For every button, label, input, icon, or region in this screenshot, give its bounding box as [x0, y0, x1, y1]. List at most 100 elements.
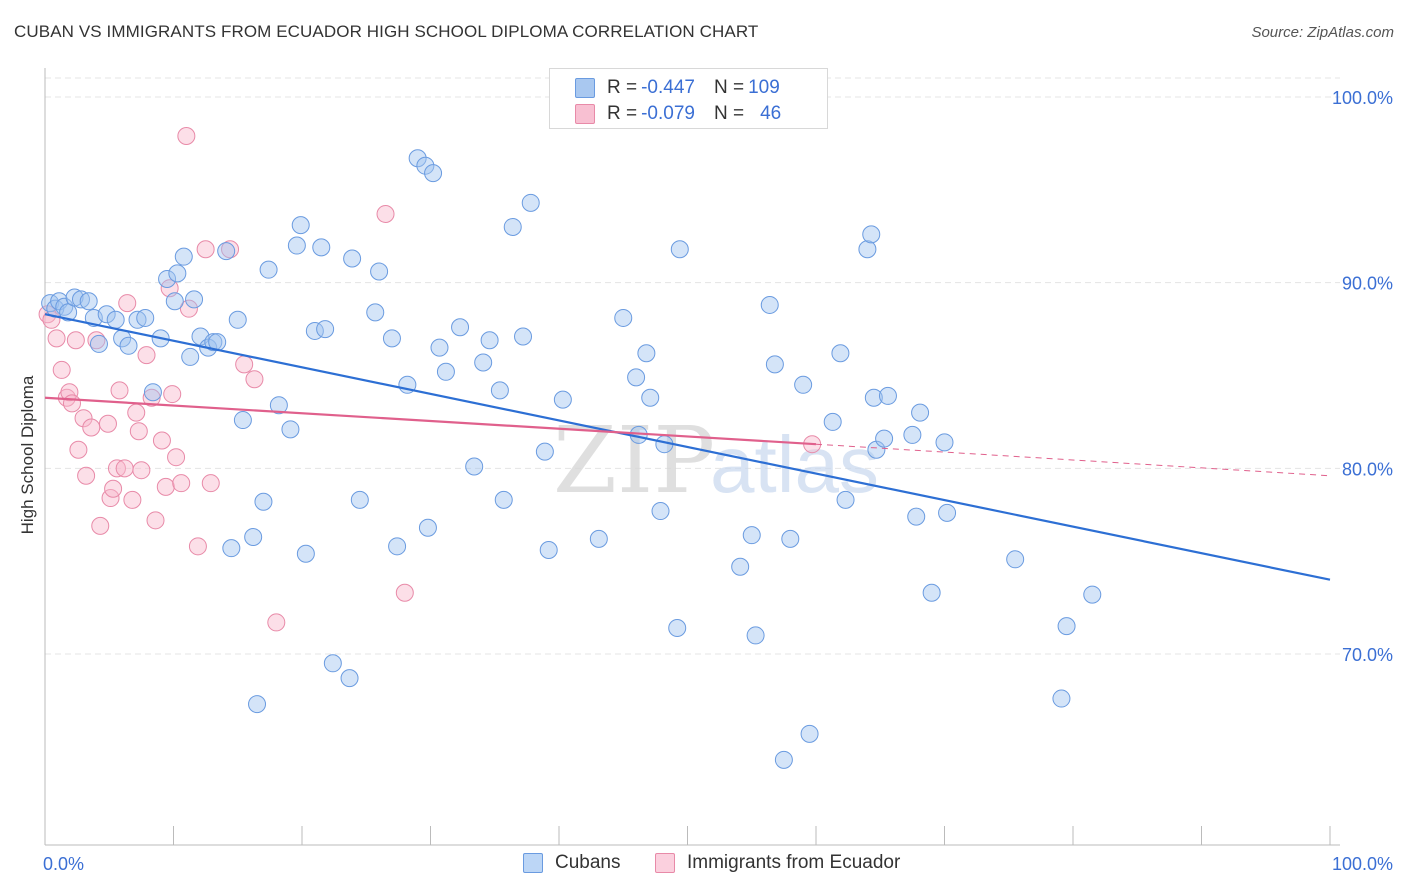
tick-labels: 100.0% 90.0% 80.0% 70.0% 0.0% 100.0%	[43, 88, 1393, 874]
ecuador-point	[47, 329, 66, 348]
ecuador-point	[179, 299, 198, 318]
legend-row-ecuador: R = -0.079 N = 46	[575, 102, 781, 126]
cubans-point	[416, 156, 435, 175]
ecuador-point	[91, 516, 110, 535]
ecuador-point	[177, 126, 196, 145]
cubans-point	[254, 492, 273, 511]
cubans-point	[1083, 585, 1102, 604]
cubans-point	[490, 381, 509, 400]
legend-n-label: N =	[713, 77, 745, 98]
cubans-point	[765, 355, 784, 374]
ecuador-point	[196, 240, 215, 259]
legend-label-ecuador: Immigrants from Ecuador	[687, 852, 901, 873]
y-tick-label: 90.0%	[1342, 274, 1393, 294]
cubans-point	[269, 396, 288, 415]
ecuador-point	[115, 459, 134, 478]
cubans-point	[474, 353, 493, 372]
cubans-point	[41, 294, 60, 313]
cubans-point	[641, 388, 660, 407]
ecuador-point	[201, 474, 220, 493]
y-tick-label: 70.0%	[1342, 645, 1393, 665]
ecuador-trend-line	[44, 396, 817, 446]
ecuador-point	[152, 431, 171, 450]
cubans-point	[388, 537, 407, 556]
cubans-point	[858, 240, 877, 259]
ecuador-point	[110, 381, 129, 400]
legend-n-value: 109	[748, 77, 780, 98]
cubans-point	[79, 292, 98, 311]
ecuador-point	[129, 422, 148, 441]
cubans-point	[436, 362, 455, 381]
cubans-point	[637, 344, 656, 363]
legend-item-cubans[interactable]: Cubans	[523, 852, 621, 874]
cubans-point	[343, 249, 362, 268]
cubans-point	[800, 724, 819, 743]
cubans-point	[521, 193, 540, 212]
cubans-point	[233, 411, 252, 430]
cubans-point	[760, 295, 779, 314]
cubans-point	[366, 303, 385, 322]
ecuador-point	[60, 383, 79, 402]
watermark-atlas: atlas	[710, 420, 879, 509]
ecuador-point	[156, 477, 175, 496]
cubans-point	[316, 320, 335, 339]
axes	[44, 68, 1340, 846]
cubans-point	[382, 329, 401, 348]
cubans-point	[408, 149, 427, 168]
correlation-legend: R = -0.447 N = 109 R = -0.079 N = 46	[549, 68, 828, 129]
cubans-point	[204, 333, 223, 352]
cubans-point	[136, 308, 155, 327]
cubans-point	[742, 526, 761, 545]
ecuador-point	[172, 474, 191, 493]
ecuador-point	[123, 490, 142, 509]
cubans-point	[781, 529, 800, 548]
cubans-point	[794, 375, 813, 394]
cubans-point	[938, 503, 957, 522]
ecuador-point	[98, 414, 117, 433]
cubans-point	[323, 654, 342, 673]
trend-lines	[44, 313, 1331, 581]
cubans-point	[465, 457, 484, 476]
legend-r-label: R =	[607, 77, 638, 98]
cubans-point	[480, 331, 499, 350]
ecuador-point	[245, 370, 264, 389]
grid-lines	[45, 77, 1340, 655]
x-tick-label: 0.0%	[43, 854, 84, 874]
ecuador-point	[69, 440, 88, 459]
cubans-point	[128, 310, 147, 329]
cubans-point	[181, 347, 200, 366]
watermark-zip: ZIP	[553, 407, 715, 514]
cubans-point	[862, 225, 881, 244]
cubans-point	[222, 539, 241, 558]
cubans-point	[864, 388, 883, 407]
cubans-point	[430, 338, 449, 357]
legend-item-ecuador[interactable]: Immigrants from Ecuador	[655, 852, 900, 874]
ecuador-point	[127, 403, 146, 422]
cubans-point	[244, 528, 263, 547]
ecuador-point	[52, 360, 71, 379]
cubans-point	[514, 327, 533, 346]
legend-n-value: 46	[760, 103, 782, 124]
cubans-point	[746, 626, 765, 645]
ecuador-point	[77, 466, 96, 485]
ecuador-point	[167, 448, 186, 467]
cubans-trend-line	[44, 313, 1331, 581]
cubans-point	[731, 557, 750, 576]
cubans-point	[836, 490, 855, 509]
cubans-point	[831, 344, 850, 363]
ecuador-point	[235, 355, 254, 374]
cubans-point	[553, 390, 572, 409]
cubans-point	[71, 290, 90, 309]
cubans-point	[878, 386, 897, 405]
cubans-point	[217, 242, 236, 261]
cubans-point	[670, 240, 689, 259]
cubans-point	[228, 310, 247, 329]
cubans-point	[259, 260, 278, 279]
ecuador-point	[376, 204, 395, 223]
cubans-point	[503, 217, 522, 236]
ecuador-trend-extension	[815, 443, 1331, 477]
legend-label-cubans: Cubans	[555, 852, 621, 873]
cubans-point	[589, 529, 608, 548]
cubans-point	[291, 216, 310, 235]
cubans-point	[174, 247, 193, 266]
